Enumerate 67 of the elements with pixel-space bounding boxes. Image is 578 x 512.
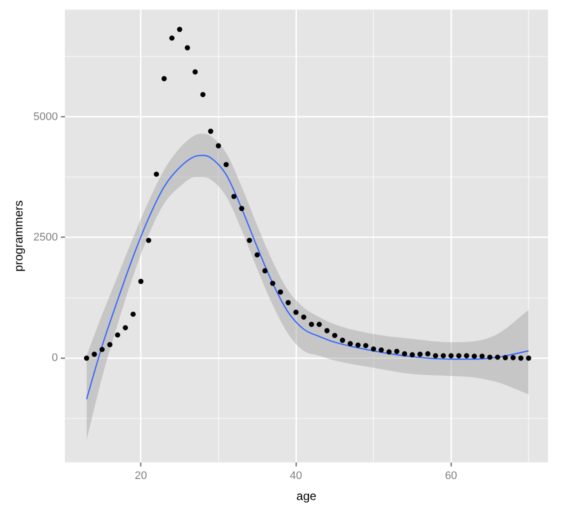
point [440, 353, 446, 358]
point [239, 206, 244, 212]
point [278, 289, 284, 295]
point [154, 172, 159, 177]
point [332, 332, 338, 338]
point [231, 194, 237, 200]
point [146, 238, 152, 243]
point [208, 128, 214, 134]
point [107, 342, 112, 348]
line-series [86, 154, 530, 400]
y-tick-label: 5000 [33, 110, 58, 123]
y-tick-label: 0 [52, 352, 58, 364]
point [200, 92, 206, 98]
point [169, 35, 174, 41]
point [293, 310, 299, 315]
point [526, 356, 532, 361]
point [254, 252, 260, 258]
point [92, 352, 97, 357]
point [394, 348, 400, 354]
y-tick-label: 2500 [33, 231, 58, 244]
point [184, 45, 190, 50]
point [417, 352, 423, 357]
y-axis-title: programmers [12, 200, 26, 272]
point [464, 353, 470, 358]
point [138, 278, 144, 284]
point [224, 162, 229, 168]
x-tick-label: 60 [444, 470, 458, 482]
point [301, 314, 306, 320]
point [487, 354, 492, 360]
point [510, 355, 516, 360]
point [518, 356, 524, 361]
point [246, 238, 252, 243]
point [425, 351, 430, 356]
point [192, 69, 198, 74]
point [355, 342, 361, 348]
point [348, 341, 353, 346]
point [99, 346, 105, 352]
point [402, 351, 408, 356]
point [324, 328, 330, 334]
point [115, 332, 120, 338]
point [370, 346, 376, 352]
point [308, 322, 314, 327]
point [502, 355, 508, 360]
point [386, 349, 392, 354]
point [410, 352, 415, 358]
point [456, 353, 462, 358]
point [84, 356, 90, 361]
point [130, 312, 136, 317]
x-axis-title: age [296, 489, 317, 504]
point [472, 354, 477, 359]
x-tick-label: 20 [134, 470, 147, 482]
point [286, 300, 291, 306]
point [363, 342, 368, 348]
x-tick-label: 40 [290, 470, 302, 482]
point [162, 76, 167, 82]
point [432, 353, 438, 358]
point [340, 338, 346, 343]
point [479, 354, 485, 359]
point [262, 268, 268, 274]
point [270, 280, 276, 286]
point [448, 353, 454, 358]
point [216, 143, 222, 148]
point [378, 347, 384, 353]
point [494, 354, 500, 360]
point [316, 322, 322, 327]
point [177, 26, 182, 32]
point [122, 325, 128, 330]
